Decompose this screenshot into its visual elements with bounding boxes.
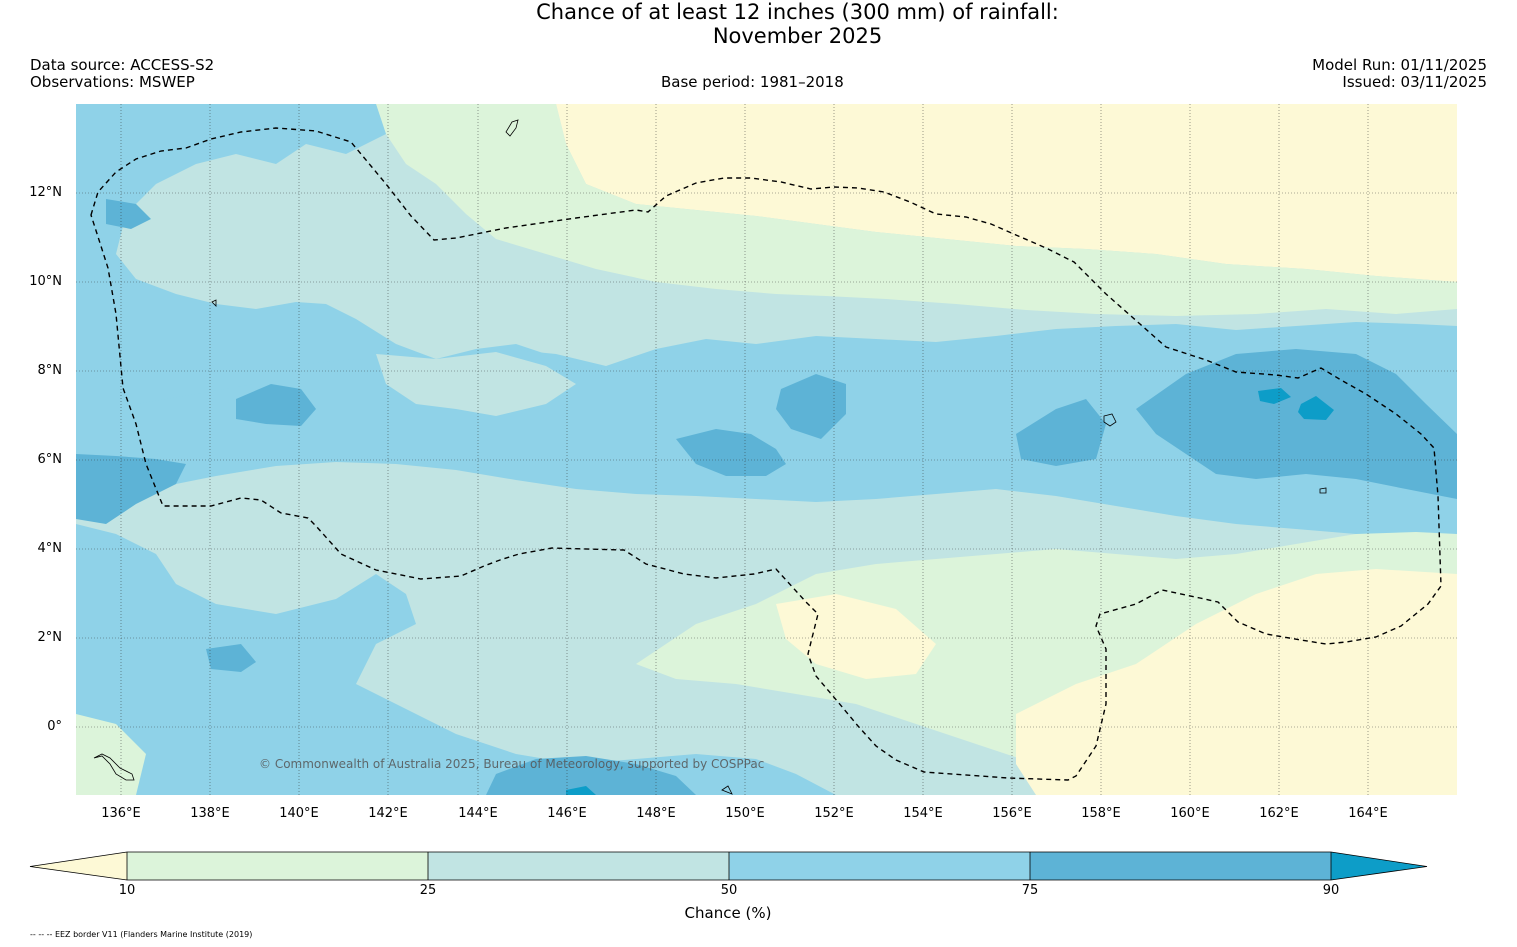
eez-footnote: -- -- -- EEZ border V11 (Flanders Marine… [30,930,253,939]
map-gridlines [76,104,1457,795]
lon-label-156e: 156°E [992,806,1032,821]
colorbar-tick-90: 90 [1322,883,1340,898]
lon-label-148e: 148°E [636,806,676,821]
colorbar-tick-10: 10 [118,883,136,898]
map-title-line2: November 2025 [712,24,883,48]
colorbar-segment-10-25 [127,852,428,880]
data-source-text: Data source: ACCESS-S2 [30,56,215,74]
rainfall-probability-map: © Commonwealth of Australia 2025, Bureau… [76,104,1457,795]
base-period-text: Base period: 1981–2018 [661,73,844,91]
band-75-90-east [1136,349,1457,499]
lon-label-144e: 144°E [458,806,498,821]
band-lt10-southcentral [776,594,936,679]
lon-label-140e: 140°E [279,806,319,821]
band-75-90-patch-6 [206,644,256,672]
colorbar [29,851,1428,881]
lat-label-8n: 8°N [37,363,63,378]
colorbar-tick-25: 25 [419,883,437,898]
band-75-90-patch-5 [1016,399,1106,466]
colorbar-tick-75: 75 [1021,883,1039,898]
lon-label-142e: 142°E [368,806,408,821]
island-outline [1103,413,1117,427]
band-75-90-patch-4 [776,374,846,439]
lon-label-146e: 146°E [547,806,587,821]
lat-label-4n: 4°N [37,541,63,556]
lon-label-162e: 162°E [1259,806,1299,821]
band-75-90-patch-3 [676,429,786,476]
lon-label-136e: 136°E [101,806,141,821]
island-outline [1319,487,1327,494]
issued-text: Issued: 03/11/2025 [1342,73,1487,91]
lat-label-12n: 12°N [29,185,62,200]
band-gt90-patch-1 [1258,388,1291,404]
colorbar-segment-50-75 [729,852,1030,880]
copyright-text: © Commonwealth of Australia 2025, Bureau… [259,757,764,771]
lat-label-2n: 2°N [37,630,63,645]
band-lt10-southeast [1016,569,1457,795]
colorbar-tick-50: 50 [720,883,738,898]
band-10-25-north [376,104,1457,316]
island-outline [721,785,733,795]
band-75-90-patch-1 [236,384,316,426]
lon-label-164e: 164°E [1348,806,1388,821]
band-25-50-patch [376,352,576,416]
eez-border-palau-fsm-west [90,127,1442,781]
lon-label-138e: 138°E [190,806,230,821]
model-run-text: Model Run: 01/11/2025 [1312,56,1487,74]
island-outline [211,299,217,307]
band-gt90-patch-3 [566,786,596,795]
colorbar-segment-lt10 [30,852,127,880]
colorbar-segment-75-90 [1030,852,1331,880]
lon-label-154e: 154°E [903,806,943,821]
island-outline [93,753,135,781]
band-75-90-west [76,454,186,524]
lat-label-0: 0° [47,719,62,734]
lat-label-10n: 10°N [29,274,62,289]
colorbar-segment-gt90 [1331,852,1427,880]
lon-label-152e: 152°E [814,806,854,821]
band-10-25-southwest [76,714,146,795]
lon-label-160e: 160°E [1170,806,1210,821]
lat-label-6n: 6°N [37,452,63,467]
colorbar-segment-25-50 [428,852,729,880]
colorbar-dividers [126,852,1332,880]
lon-label-158e: 158°E [1081,806,1121,821]
map-title-line1: Chance of at least 12 inches (300 mm) of… [536,0,1059,24]
island-outline [505,119,519,137]
band-gt90-patch-2 [1298,396,1334,420]
observations-text: Observations: MSWEP [30,73,195,91]
colorbar-label: Chance (%) [684,904,772,922]
lon-label-150e: 150°E [725,806,765,821]
band-75-90-patch-2 [106,199,151,229]
band-75-90-south [486,756,696,795]
